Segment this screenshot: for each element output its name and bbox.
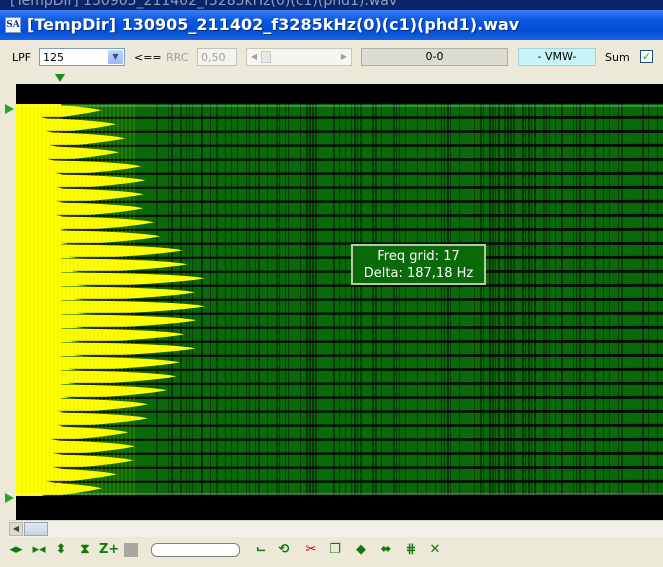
slider-thumb[interactable] — [261, 51, 271, 63]
spectrogram-canvas[interactable] — [16, 84, 663, 520]
close-cross-icon[interactable]: ✕ — [429, 542, 441, 557]
signal-notch — [63, 395, 663, 399]
bottom-toolbar: ◂▸ ▸◂ ⬍ ⧗ Z+ ⌙ ⟲ ✂ ❐ ◆ ⬌ ⋕ ✕ — [0, 537, 663, 567]
signal-notch — [55, 199, 663, 203]
rrc-label: RRC — [166, 51, 189, 64]
scroll-thumb[interactable] — [24, 522, 48, 536]
signal-finger — [16, 244, 183, 258]
signal-notch — [45, 129, 663, 133]
signal-notch — [46, 479, 663, 483]
signal-notch — [76, 283, 663, 287]
signal-notch — [55, 213, 663, 217]
signal-notch — [61, 241, 663, 245]
delta-label: Delta: 187,18 Hz — [363, 266, 474, 281]
bracket-icon[interactable]: ⌙ — [255, 542, 267, 557]
apply-arrow-label[interactable]: <== — [134, 51, 162, 64]
zoom-vertical-icon[interactable]: ⬍ — [55, 542, 67, 557]
signal-notch — [59, 227, 663, 231]
signal-notch — [50, 437, 663, 441]
app-icon[interactable]: SA — [5, 17, 21, 33]
step-right-left-icon[interactable]: ▸◂ — [32, 542, 46, 557]
chevron-down-icon[interactable]: ▼ — [108, 50, 123, 64]
sum-checkbox[interactable]: ✓ — [640, 50, 653, 63]
signal-notch — [54, 171, 663, 175]
signal-notch — [56, 409, 663, 413]
signal-finger — [16, 468, 117, 482]
signal-finger — [16, 482, 103, 496]
signal-finger — [16, 426, 129, 440]
slider-right-arrow-icon[interactable]: ▶ — [340, 52, 348, 61]
window-titlebar[interactable]: SA [TempDir] 130905_211402_f3285kHz(0)(c… — [0, 10, 663, 40]
signal-notch — [76, 311, 663, 315]
shrink-icon[interactable]: ⬌ — [380, 542, 392, 557]
signal-notch — [46, 157, 663, 161]
lpf-label: LPF — [12, 51, 32, 64]
signal-notch — [51, 465, 663, 469]
scroll-left-arrow-icon[interactable]: ◀ — [9, 522, 23, 536]
background-window-title: [TempDir] 130905_211402_f3285kHz(0)(c1)(… — [10, 0, 398, 9]
signal-finger — [16, 230, 161, 244]
signal-notch — [69, 339, 663, 343]
spectrogram-plot[interactable] — [16, 84, 663, 520]
top-ruler — [0, 72, 663, 85]
sum-label: Sum — [605, 51, 630, 64]
range-display: 0-0 — [361, 48, 508, 66]
diamond-icon[interactable]: ◆ — [356, 542, 366, 557]
background-window-titlebar: [TempDir] 130905_211402_f3285kHz(0)(c1)(… — [0, 0, 663, 10]
compress-vertical-icon[interactable]: ⧗ — [80, 542, 90, 557]
signal-finger — [16, 216, 155, 230]
signal-finger — [16, 454, 134, 468]
signal-finger — [16, 370, 177, 384]
freq-grid-label: Freq grid: 17 — [377, 249, 460, 264]
bottom-text-field[interactable] — [151, 543, 240, 557]
signal-notch — [73, 353, 663, 357]
signal-notch — [73, 325, 663, 329]
clipboard-cut-icon[interactable]: ✂ — [305, 542, 317, 557]
signal-finger — [16, 258, 188, 272]
lpf-value: 125 — [43, 51, 64, 64]
grid-icon[interactable]: ⋕ — [405, 542, 417, 557]
stop-icon[interactable] — [124, 543, 138, 557]
lpf-select[interactable]: 125 ▼ — [39, 48, 125, 66]
signal-notch — [73, 297, 663, 301]
toolbar: LPF 125 ▼ <== RRC 0,50 ◀ ▶ 0-0 - VMW- Su… — [0, 44, 663, 70]
top-level-marker-icon[interactable] — [5, 104, 14, 114]
plot-frame — [0, 84, 663, 520]
slider-left-arrow-icon[interactable]: ◀ — [250, 52, 258, 61]
signal-notch — [52, 451, 663, 455]
rrc-slider[interactable]: ◀ ▶ — [246, 48, 352, 66]
rrc-input[interactable]: 0,50 — [197, 48, 237, 66]
signal-finger — [16, 202, 144, 216]
horizontal-scrollbar[interactable]: ◀ — [9, 520, 663, 537]
zoom-plus-icon[interactable]: Z+ — [99, 542, 120, 557]
signal-notch — [56, 185, 663, 189]
window-title: [TempDir] 130905_211402_f3285kHz(0)(c1)(… — [27, 15, 520, 34]
signal-notch — [66, 381, 663, 385]
signal-notch — [56, 423, 663, 427]
freq-grid-overlay: Freq grid: 17 Delta: 187,18 Hz — [351, 244, 486, 285]
refresh-icon[interactable]: ⟲ — [278, 542, 290, 557]
copy-icon[interactable]: ❐ — [329, 542, 341, 557]
signal-finger — [16, 300, 205, 314]
step-left-right-icon[interactable]: ◂▸ — [9, 542, 23, 557]
signal-finger — [16, 174, 146, 188]
signal-finger — [16, 286, 196, 300]
signal-finger — [16, 188, 144, 202]
position-marker-icon[interactable] — [55, 74, 65, 82]
bottom-level-marker-icon[interactable] — [5, 493, 14, 503]
signal-finger — [16, 384, 167, 398]
signal-notch — [40, 493, 663, 497]
mode-display[interactable]: - VMW- — [518, 48, 596, 66]
signal-notch — [68, 367, 663, 371]
signal-notch — [49, 143, 663, 147]
signal-notch — [40, 115, 663, 119]
signal-finger — [16, 104, 102, 118]
